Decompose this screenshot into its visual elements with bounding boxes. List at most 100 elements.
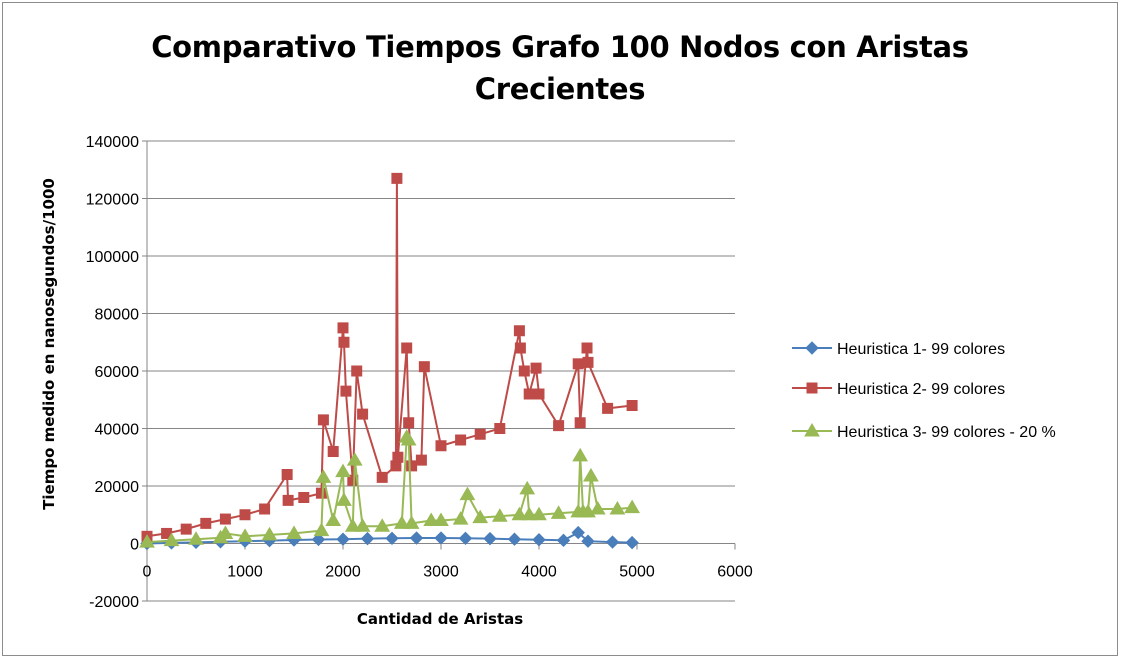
x-tick-label: 5000	[619, 564, 655, 581]
y-tick-label: 20000	[95, 479, 140, 496]
data-point	[311, 532, 326, 547]
data-point	[571, 525, 585, 540]
data-point	[581, 534, 595, 548]
data-point	[259, 503, 271, 515]
data-point	[472, 509, 489, 524]
data-point	[237, 528, 253, 542]
y-tick-label: 120000	[86, 192, 139, 209]
data-point	[336, 532, 350, 546]
data-point	[626, 400, 638, 411]
data-point	[139, 534, 155, 548]
data-point	[530, 362, 542, 374]
data-point	[346, 452, 363, 466]
data-point	[609, 501, 626, 515]
data-point	[458, 531, 473, 546]
data-point	[163, 532, 180, 547]
data-point	[180, 523, 192, 535]
data-point	[550, 505, 567, 519]
data-point	[532, 533, 546, 547]
data-point	[433, 512, 449, 526]
data-point	[335, 463, 351, 478]
y-tick-label: 0	[130, 537, 139, 554]
data-point	[523, 388, 535, 400]
data-point	[483, 531, 497, 546]
data-point	[376, 471, 388, 483]
data-point	[582, 356, 594, 368]
series-3	[139, 429, 640, 548]
y-tick-label: 60000	[95, 364, 140, 381]
data-point	[624, 499, 640, 514]
data-point	[354, 518, 371, 532]
data-point	[418, 361, 430, 373]
data-point	[403, 515, 420, 529]
data-point	[572, 447, 589, 462]
data-point	[313, 522, 330, 537]
data-point	[409, 531, 424, 545]
series-2	[141, 172, 638, 542]
data-point	[239, 509, 251, 521]
data-point	[317, 414, 329, 426]
gridlines	[147, 140, 735, 602]
y-tick-label: 40000	[95, 422, 140, 439]
series-layer	[139, 172, 640, 551]
data-point	[602, 402, 614, 414]
x-tick-label: 0	[143, 564, 152, 581]
y-tick-label: 100000	[86, 249, 139, 266]
data-point	[513, 325, 525, 337]
data-point	[581, 342, 593, 354]
data-point	[423, 512, 440, 526]
legend-label: Heuristica 1- 99 colores	[837, 341, 1005, 358]
data-point	[336, 492, 352, 506]
data-point	[435, 440, 447, 452]
x-tick-label: 4000	[521, 564, 557, 581]
legend-label: Heuristica 2- 99 colores	[837, 381, 1005, 398]
y-tick-label: -20000	[89, 594, 139, 611]
data-point	[415, 454, 427, 466]
data-point	[491, 508, 508, 522]
data-point	[385, 531, 399, 546]
x-tick-label: 2000	[325, 564, 361, 581]
data-point	[625, 535, 639, 550]
data-point	[217, 525, 234, 539]
data-point	[401, 342, 413, 354]
data-point	[344, 518, 361, 532]
y-tick-label: 80000	[95, 307, 140, 324]
data-point	[474, 428, 486, 440]
data-point	[494, 423, 506, 434]
x-tick-label: 3000	[423, 564, 459, 581]
data-point	[391, 172, 403, 184]
data-point	[455, 434, 467, 446]
data-point	[531, 506, 547, 521]
data-point	[282, 494, 294, 506]
legend-marker	[806, 382, 818, 394]
data-point	[452, 511, 469, 525]
data-point	[459, 486, 476, 501]
data-point	[360, 531, 375, 546]
x-tick-label: 1000	[227, 564, 263, 581]
legend-label: Heuristica 3- 99 colores - 20 %	[837, 424, 1056, 441]
data-point	[507, 532, 522, 546]
data-point	[589, 501, 606, 515]
data-point	[556, 533, 571, 548]
data-point	[511, 506, 528, 521]
data-point	[403, 417, 415, 429]
series-line-3	[146, 434, 633, 544]
data-point	[553, 420, 565, 432]
data-point	[340, 385, 352, 397]
data-point	[533, 388, 545, 400]
data-point	[406, 460, 418, 472]
data-point	[393, 515, 410, 529]
series-line-1	[146, 531, 633, 545]
data-point	[337, 322, 349, 334]
legend-marker	[804, 423, 820, 437]
data-point	[583, 467, 599, 482]
legend-marker	[805, 341, 819, 355]
data-point	[327, 446, 339, 457]
data-point	[514, 342, 526, 354]
data-point	[219, 513, 231, 525]
x-axis-title: Cantidad de Aristas	[357, 610, 523, 628]
data-point	[434, 531, 448, 545]
data-point	[200, 517, 212, 529]
data-point	[325, 512, 342, 526]
